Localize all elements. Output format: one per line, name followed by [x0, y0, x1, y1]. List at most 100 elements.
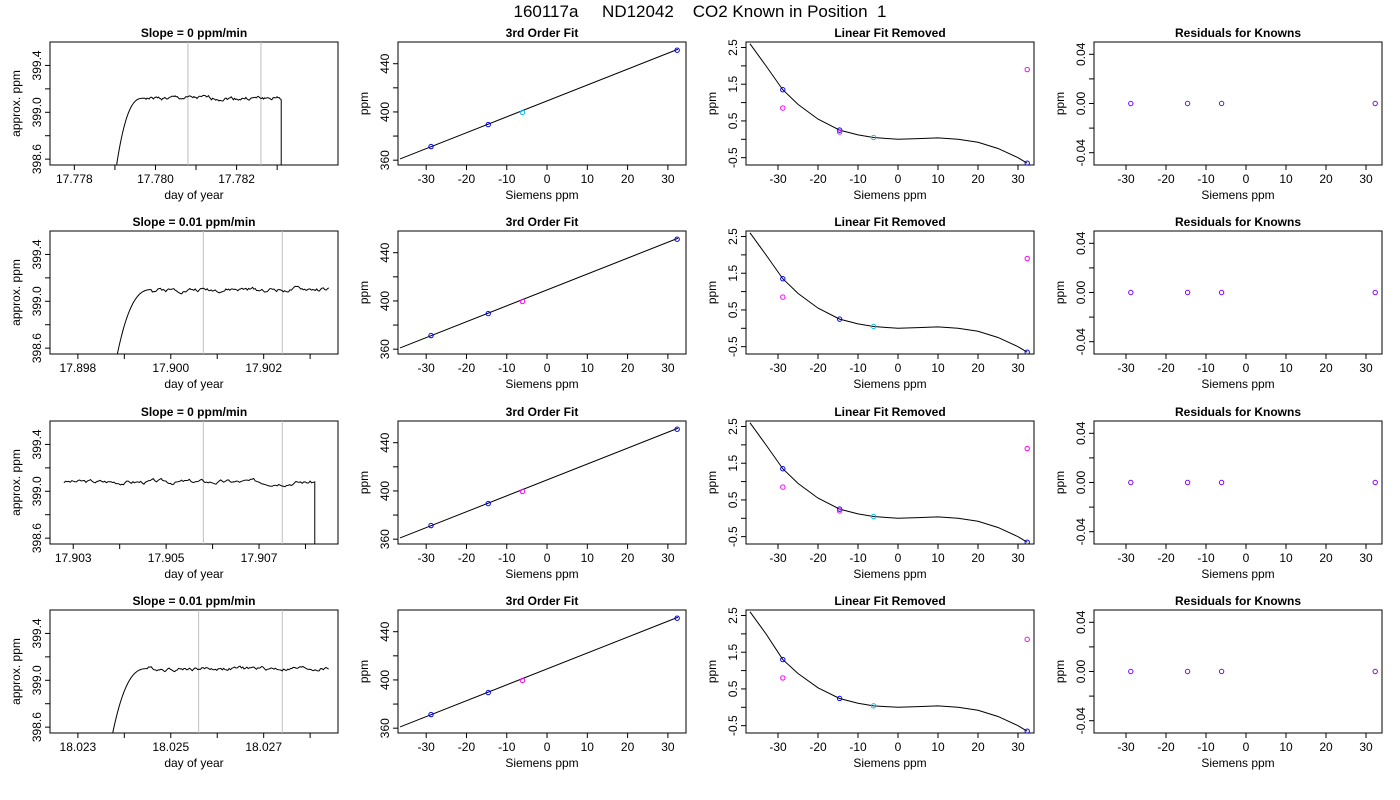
data-layer	[1128, 289, 1378, 296]
y-axis-label: ppm	[1053, 92, 1067, 115]
y-tick-label: 399.4	[30, 50, 44, 80]
plot-frame	[1093, 609, 1383, 734]
x-tick-label: 0	[895, 551, 902, 565]
x-axis-label: day of year	[164, 756, 223, 770]
panel-title: 3rd Order Fit	[506, 405, 579, 419]
panel-r0-c1: 3rd Order Fit -30 -20 -10 0 10 20 30 360 400 440 Si…	[357, 26, 687, 202]
x-tick-label: -10	[1197, 361, 1215, 375]
data-point	[674, 615, 680, 621]
panel-r3-c3: Residuals for Knowns -30 -20 -10 0 10 20 30 -0.0…	[1053, 594, 1383, 770]
x-tick-label: 10	[931, 361, 945, 375]
data-layer	[749, 422, 1030, 544]
data-point	[780, 466, 786, 472]
x-tick-label: -30	[769, 172, 787, 186]
x-tick-label: 10	[581, 740, 595, 754]
y-axis-label: approx. ppm	[9, 449, 23, 516]
data-point	[1184, 289, 1191, 296]
y-tick-label: -0.5	[726, 147, 740, 168]
data-point	[428, 711, 434, 718]
panel-r0-c2: Linear Fit Removed -30 -20 -10 0 10 20 30 -0.5 0.…	[705, 26, 1035, 202]
x-axis-label: Siemens ppm	[1201, 567, 1274, 581]
x-tick-label: 0	[1243, 361, 1250, 375]
panel-r1-c3: Residuals for Knowns -30 -20 -10 0 10 20 30 -0.0…	[1053, 215, 1383, 391]
x-tick-label: 30	[1011, 172, 1025, 186]
x-tick-label: -20	[458, 740, 476, 754]
y-tick-label: -0.5	[726, 715, 740, 736]
y-tick-label: 399.0	[30, 665, 44, 695]
x-tick-label: -30	[769, 551, 787, 565]
fit-line	[399, 48, 679, 160]
x-tick-label: -30	[769, 740, 787, 754]
plot-frame	[745, 41, 1035, 166]
data-point	[1372, 479, 1378, 486]
fit-curve	[749, 43, 1028, 164]
panel-r0-c0: Slope = 0 ppm/min 17.778 17.780 17.782 398.6…	[9, 26, 339, 202]
data-point	[1218, 100, 1225, 107]
x-tick-label: 17.900	[152, 361, 189, 375]
panel-title: Slope = 0.01 ppm/min	[132, 594, 255, 608]
data-point	[428, 143, 434, 150]
panel-title: Residuals for Knowns	[1175, 26, 1301, 40]
x-tick-label: -20	[809, 361, 827, 375]
x-tick-label: -20	[1157, 551, 1175, 565]
x-tick-label: 10	[581, 172, 595, 186]
data-point	[1128, 479, 1134, 486]
fit-curve	[749, 422, 1028, 543]
y-tick-label: 1.5	[726, 644, 740, 661]
fit-curve	[749, 611, 1028, 732]
y-tick-label: 399.4	[30, 429, 44, 459]
x-tick-label: 30	[1011, 740, 1025, 754]
plot-frame	[49, 420, 339, 545]
data-point	[870, 513, 877, 520]
x-tick-label: -30	[769, 361, 787, 375]
plot-frame	[1093, 420, 1383, 545]
panel-title: 3rd Order Fit	[506, 215, 579, 229]
x-tick-label: 30	[1359, 740, 1373, 754]
y-tick-label: 360	[378, 339, 392, 359]
panel-r3-c2: Linear Fit Removed -30 -20 -10 0 10 20 30 -0.5 0.…	[705, 594, 1035, 770]
x-tick-label: 0	[895, 361, 902, 375]
panel-r1-c2: Linear Fit Removed -30 -20 -10 0 10 20 30 -0.5 0.…	[705, 215, 1035, 391]
panel-r2-c0: Slope = 0 ppm/min 17.903 17.905 17.907 398.6…	[9, 405, 339, 581]
data-point	[870, 134, 877, 141]
x-tick-label: -20	[809, 551, 827, 565]
data-point	[836, 506, 843, 512]
x-axis-label: Siemens ppm	[853, 377, 926, 391]
x-tick-label: 20	[1319, 740, 1333, 754]
data-point	[485, 689, 491, 696]
x-axis-label: Siemens ppm	[1201, 377, 1274, 391]
y-tick-label: 0.5	[726, 680, 740, 697]
x-tick-label: 17.905	[148, 551, 185, 565]
plot-frame	[1093, 41, 1383, 166]
x-tick-label: 20	[971, 172, 985, 186]
x-tick-label: 17.898	[60, 361, 97, 375]
y-tick-label: 0.00	[1074, 659, 1088, 683]
concentration-trace	[63, 477, 316, 544]
x-tick-label: 0	[1243, 551, 1250, 565]
fit-curve	[749, 232, 1028, 353]
data-point	[1024, 349, 1030, 354]
x-tick-label: -10	[498, 172, 516, 186]
x-tick-label: 18.023	[60, 740, 97, 754]
data-point	[485, 310, 491, 317]
data-layer	[112, 610, 329, 733]
x-tick-label: 18.027	[245, 740, 282, 754]
x-tick-label: -10	[849, 172, 867, 186]
y-tick-label: 399.0	[30, 97, 44, 127]
x-tick-label: 30	[661, 361, 675, 375]
plot-frame	[745, 420, 1035, 545]
data-point	[519, 109, 526, 116]
plot-frame	[49, 41, 339, 166]
y-tick-label: -0.04	[1074, 328, 1088, 356]
y-tick-label: -0.04	[1074, 139, 1088, 167]
y-tick-label: 440	[378, 621, 392, 641]
y-tick-label: 360	[378, 529, 392, 549]
data-point	[1372, 100, 1378, 107]
y-tick-label: 399.0	[30, 476, 44, 506]
data-layer	[116, 42, 282, 165]
x-tick-label: 18.025	[152, 740, 189, 754]
x-tick-label: 10	[1279, 740, 1293, 754]
x-tick-label: 17.782	[218, 172, 255, 186]
panel-r3-c1: 3rd Order Fit -30 -20 -10 0 10 20 30 360 400 440 Si…	[357, 594, 687, 770]
